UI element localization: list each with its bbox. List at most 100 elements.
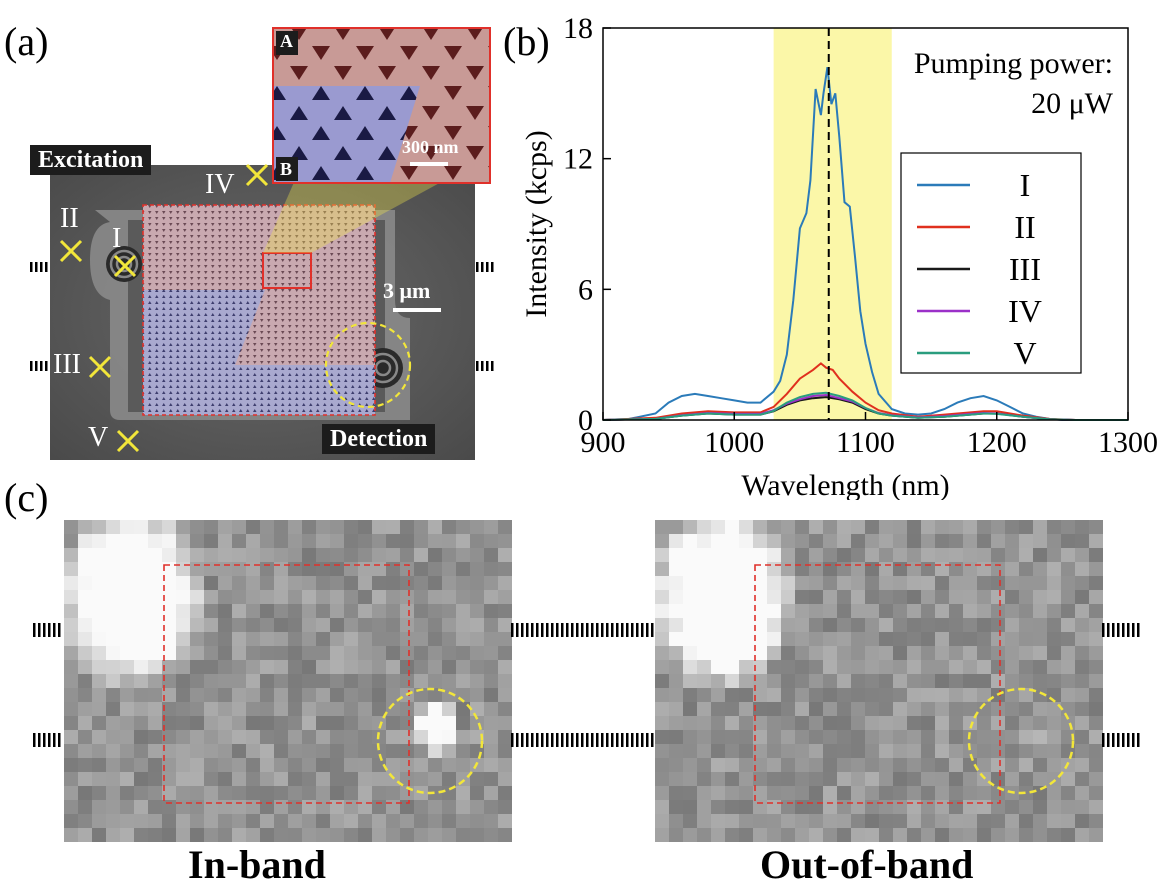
map-pixel [134, 590, 148, 604]
map-pixel [893, 534, 907, 548]
map-pixel [232, 674, 246, 688]
map-pixel [274, 688, 288, 702]
map-pixel [274, 618, 288, 632]
hatch-marker-left [38, 733, 41, 747]
map-pixel [498, 716, 512, 730]
map-pixel [400, 520, 414, 534]
map-pixel [991, 800, 1005, 814]
map-pixel [400, 702, 414, 716]
map-pixel [949, 562, 963, 576]
map-pixel [809, 674, 823, 688]
map-pixel [725, 646, 739, 660]
map-pixel [963, 562, 977, 576]
map-pixel [893, 688, 907, 702]
map-pixel [64, 758, 78, 772]
map-pixel [246, 786, 260, 800]
map-pixel [1075, 632, 1089, 646]
map-pixel [991, 520, 1005, 534]
map-pixel [837, 758, 851, 772]
map-pixel [176, 702, 190, 716]
map-pixel [428, 716, 442, 730]
map-pixel [823, 604, 837, 618]
map-pixel [316, 730, 330, 744]
map-pixel [330, 660, 344, 674]
map-pixel [106, 534, 120, 548]
map-pixel [344, 702, 358, 716]
map-pixel [837, 730, 851, 744]
map-pixel [302, 520, 316, 534]
map-pixel [78, 688, 92, 702]
map-pixel [148, 800, 162, 814]
map-pixel [697, 828, 711, 842]
map-pixel [1047, 632, 1061, 646]
hatch-marker-middle [641, 623, 644, 637]
map-pixel [344, 520, 358, 534]
map-pixel [386, 562, 400, 576]
map-pixel [232, 646, 246, 660]
map-pixel [865, 576, 879, 590]
map-pixel [907, 730, 921, 744]
map-pixel [204, 674, 218, 688]
map-pixel [935, 590, 949, 604]
map-pixel [823, 716, 837, 730]
hatch-marker-right [1122, 623, 1125, 637]
map-pixel [879, 758, 893, 772]
map-pixel [218, 660, 232, 674]
map-pixel [697, 688, 711, 702]
map-pixel [893, 604, 907, 618]
map-pixel [1033, 716, 1047, 730]
map-pixel [837, 576, 851, 590]
map-pixel [711, 576, 725, 590]
map-pixel [190, 800, 204, 814]
map-pixel [232, 576, 246, 590]
map-pixel [162, 688, 176, 702]
map-pixel [176, 688, 190, 702]
map-pixel [428, 562, 442, 576]
map-pixel [246, 534, 260, 548]
map-pixel [879, 688, 893, 702]
map-pixel [963, 646, 977, 660]
inset-zoom-image [272, 27, 491, 184]
map-pixel [386, 646, 400, 660]
map-pixel [1047, 548, 1061, 562]
map-pixel [795, 534, 809, 548]
map-pixel [879, 814, 893, 828]
map-pixel [92, 632, 106, 646]
map-pixel [358, 520, 372, 534]
map-pixel [1033, 520, 1047, 534]
map-pixel [246, 702, 260, 716]
map-pixel [711, 646, 725, 660]
map-pixel [344, 758, 358, 772]
map-pixel [907, 828, 921, 842]
map-pixel [767, 786, 781, 800]
map-pixel [78, 520, 92, 534]
map-pixel [823, 660, 837, 674]
map-pixel [498, 646, 512, 660]
map-pixel [1033, 548, 1047, 562]
map-pixel [977, 618, 991, 632]
map-pixel [753, 660, 767, 674]
map-pixel [893, 786, 907, 800]
map-pixel [246, 800, 260, 814]
map-pixel [64, 828, 78, 842]
map-pixel [1019, 814, 1033, 828]
map-pixel [232, 660, 246, 674]
map-pixel [837, 828, 851, 842]
map-pixel [148, 758, 162, 772]
map-pixel [739, 730, 753, 744]
map-pixel [767, 758, 781, 772]
map-pixel [753, 576, 767, 590]
map-pixel [767, 660, 781, 674]
hatch-marker-middle [606, 733, 609, 747]
map-pixel [991, 534, 1005, 548]
map-pixel [274, 674, 288, 688]
map-pixel [484, 590, 498, 604]
map-pixel [190, 660, 204, 674]
hatch-marker-left [58, 623, 61, 637]
map-pixel [963, 674, 977, 688]
map-pixel [683, 786, 697, 800]
map-pixel [907, 716, 921, 730]
map-pixel [851, 590, 865, 604]
map-pixel [442, 534, 456, 548]
map-pixel [498, 828, 512, 842]
